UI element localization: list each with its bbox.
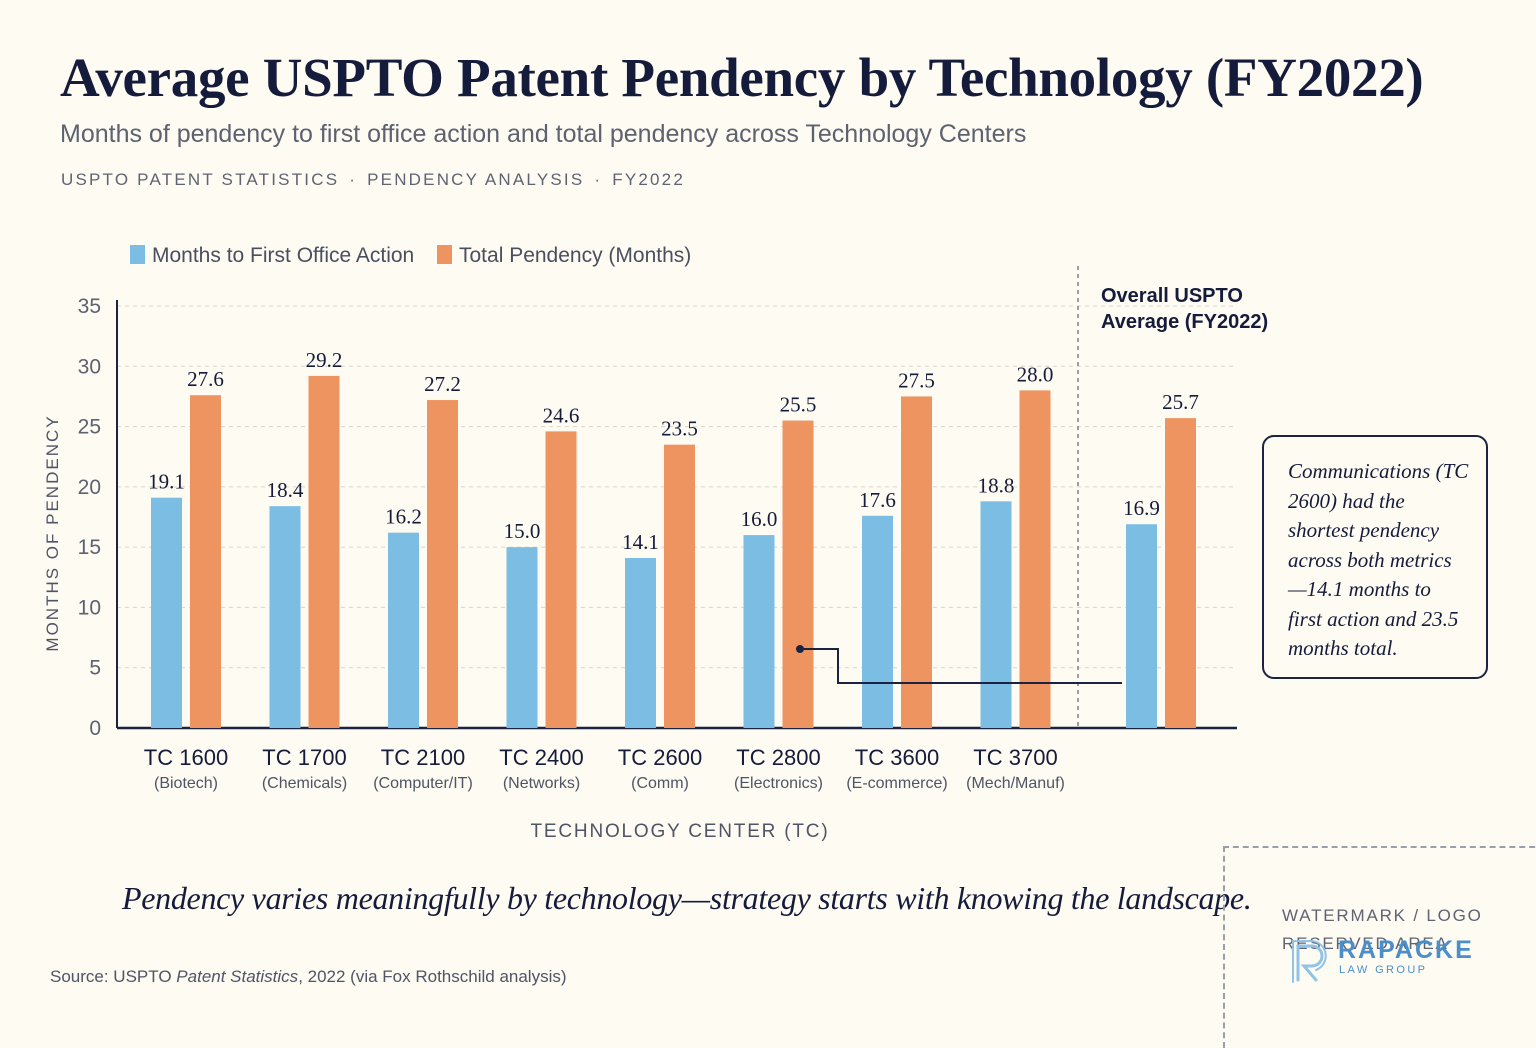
data-label: 27.2 — [424, 372, 461, 396]
first-action-bar — [506, 547, 538, 728]
total-pendency-bar — [664, 444, 695, 728]
watermark-text: WATERMARK / LOGO RESERVED AREA — [1282, 902, 1483, 958]
data-label: 24.6 — [543, 403, 580, 427]
y-tick-label: 35 — [78, 295, 101, 318]
data-label: 14.1 — [622, 530, 659, 554]
x-tick-label: TC 3700 — [973, 745, 1057, 770]
data-label: 27.5 — [898, 368, 935, 392]
logo-mark-icon — [1292, 940, 1327, 983]
first-action-bar — [625, 557, 656, 728]
overall-label-line-2: Average (FY2022) — [1101, 311, 1268, 333]
data-label: 25.5 — [780, 393, 817, 417]
logo-subtitle: LAW GROUP — [1339, 964, 1428, 976]
chart-title: Average USPTO Patent Pendency by Technol… — [60, 47, 1424, 108]
chart-subtitle: Months of pendency to first office actio… — [60, 120, 1027, 148]
overall-label-line-1: Overall USPTO — [1101, 285, 1243, 307]
legend-swatch — [130, 245, 145, 264]
x-tick-sublabel: (Comm) — [631, 775, 689, 792]
first-action-bar — [862, 515, 893, 728]
total-pendency-bar — [190, 395, 221, 728]
first-action-bar — [269, 506, 301, 728]
y-axis-label: MONTHS OF PENDENCY — [43, 414, 62, 651]
first-action-bar — [743, 535, 775, 728]
watermark-area — [1223, 846, 1536, 1048]
y-tick-label: 5 — [89, 657, 101, 680]
source-prefix: Source: USPTO — [50, 967, 177, 986]
kicker-separator-1: · — [349, 170, 358, 189]
overall-data-label: 16.9 — [1123, 496, 1160, 520]
data-label: 19.1 — [148, 470, 185, 494]
y-tick-label: 25 — [78, 416, 101, 439]
x-tick-label: TC 2600 — [618, 745, 702, 770]
data-label: 23.5 — [661, 417, 698, 441]
first-action-bar — [388, 532, 419, 728]
legend-swatch — [437, 245, 452, 264]
x-tick-label: TC 2100 — [381, 745, 465, 770]
first-action-bar — [980, 501, 1012, 728]
total-pendency-bar — [545, 431, 577, 728]
x-tick-sublabel: (Chemicals) — [262, 775, 347, 792]
total-pendency-bar — [427, 400, 458, 728]
y-tick-label: 15 — [78, 536, 101, 559]
source-note: Source: USPTO Patent Statistics, 2022 (v… — [50, 967, 567, 987]
y-tick-label: 30 — [78, 355, 101, 378]
x-tick-sublabel: (Mech/Manuf) — [966, 775, 1065, 792]
tagline: Pendency varies meaningfully by technolo… — [122, 880, 1252, 916]
source-suffix: , 2022 (via Fox Rothschild analysis) — [298, 967, 567, 986]
x-tick-label: TC 1600 — [144, 745, 228, 770]
x-tick-sublabel: (Biotech) — [154, 775, 218, 792]
data-label: 17.6 — [859, 488, 896, 512]
x-tick-sublabel: (Computer/IT) — [373, 775, 473, 792]
first-action-bar — [151, 497, 182, 728]
data-label: 28.0 — [1017, 362, 1054, 386]
kicker-line: USPTO PATENT STATISTICS · PENDENCY ANALYSI… — [61, 170, 685, 190]
bar-chart: 0 5 10 15 20 25 30 35 MONTHS OF PENDENCY Months t… — [43, 244, 1268, 842]
kicker-item-3: FY2022 — [612, 170, 685, 189]
data-label: 16.2 — [385, 505, 422, 529]
kicker-separator-2: · — [594, 170, 603, 189]
data-label: 18.4 — [267, 478, 304, 502]
data-label: 18.8 — [978, 473, 1015, 497]
source-italic: Patent Statistics — [176, 967, 299, 986]
overall-data-label: 25.7 — [1162, 390, 1199, 414]
y-tick-label: 10 — [78, 596, 101, 619]
total-pendency-bar — [308, 375, 340, 728]
x-tick-label: TC 3600 — [855, 745, 939, 770]
watermark-line-1: WATERMARK / LOGO — [1282, 906, 1483, 925]
x-tick-label: TC 2800 — [736, 745, 820, 770]
callout-box: Communications (TC 2600) had the shortes… — [1262, 435, 1488, 679]
x-tick-label: TC 1700 — [262, 745, 346, 770]
kicker-item-2: PENDENCY ANALYSIS — [367, 170, 585, 189]
total-pendency-bar — [782, 420, 814, 728]
callout-connector-dot — [796, 645, 804, 653]
data-label: 16.0 — [741, 507, 778, 531]
kicker-item-1: USPTO PATENT STATISTICS — [61, 170, 340, 189]
x-axis-label: TECHNOLOGY CENTER (TC) — [531, 821, 830, 842]
total-pendency-bar — [1019, 390, 1051, 728]
overall-total-pendency-bar — [1165, 418, 1196, 728]
overall-first-action-bar — [1126, 524, 1157, 728]
data-label: 15.0 — [504, 519, 541, 543]
x-tick-sublabel: (Electronics) — [734, 775, 823, 792]
data-label: 29.2 — [306, 348, 343, 372]
legend-label: Months to First Office Action — [152, 244, 414, 267]
x-tick-sublabel: (Networks) — [503, 775, 580, 792]
y-tick-label: 0 — [89, 717, 101, 740]
y-tick-label: 20 — [78, 476, 101, 499]
data-label: 27.6 — [187, 367, 224, 391]
logo-name: RAPACKE — [1338, 936, 1474, 964]
callout-connector — [800, 648, 1122, 684]
x-tick-sublabel: (E-commerce) — [846, 775, 947, 792]
legend-label: Total Pendency (Months) — [459, 244, 691, 267]
total-pendency-bar — [901, 396, 932, 728]
x-tick-label: TC 2400 — [499, 745, 583, 770]
